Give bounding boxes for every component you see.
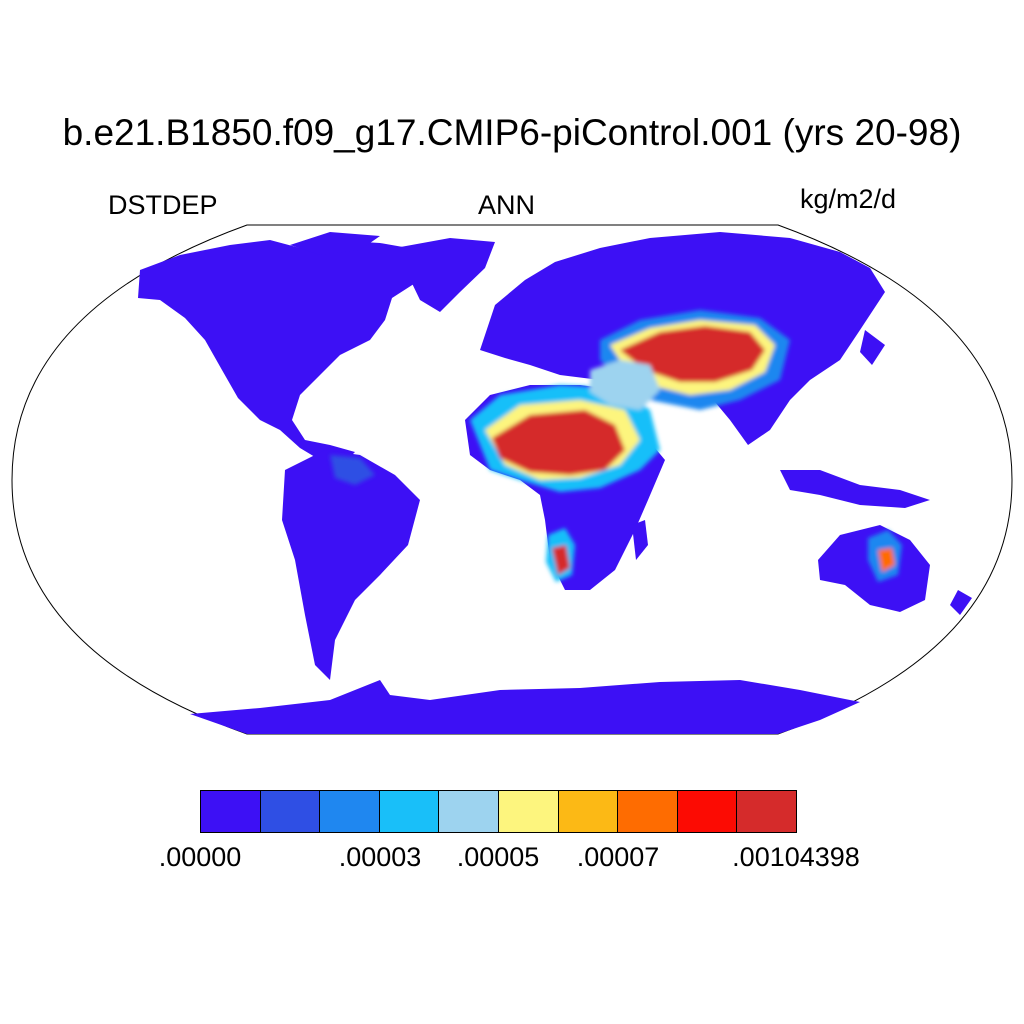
- colorbar-swatch-0: [201, 791, 261, 832]
- colorbar-swatch-3: [379, 791, 440, 832]
- colorbar-label-3: .00007: [576, 842, 660, 872]
- season-label: ANN: [478, 190, 536, 220]
- plot-title: b.e21.B1850.f09_g17.CMIP6-piControl.001 …: [62, 112, 962, 153]
- colorbar-swatch-5: [498, 791, 559, 832]
- colorbar-label-0: .00000: [158, 842, 242, 872]
- colorbar-swatch-7: [618, 791, 678, 832]
- colorbar-label-4: .00104398: [732, 842, 860, 872]
- variable-label: DSTDEP: [108, 190, 218, 220]
- colorbar-label-2: .00005: [456, 842, 540, 872]
- colorbar-swatch-8: [677, 791, 738, 832]
- colorbar: [200, 790, 797, 833]
- colorbar-swatch-6: [558, 791, 619, 832]
- north-america: [138, 240, 440, 462]
- units-label: kg/m2/d: [800, 184, 897, 214]
- japan: [860, 330, 885, 365]
- dust-shading: [330, 310, 902, 582]
- colorbar-swatch-9: [737, 791, 796, 832]
- greenland: [395, 238, 495, 312]
- colorbar-label-1: .00003: [338, 842, 422, 872]
- madagascar: [632, 520, 648, 560]
- colorbar-swatch-1: [260, 791, 321, 832]
- colorbar-swatch-4: [439, 791, 499, 832]
- arctic-islands: [290, 232, 380, 255]
- new-zealand: [950, 590, 972, 615]
- maritime-asia: [780, 470, 930, 508]
- south-america: [282, 450, 420, 680]
- antarctica: [190, 680, 860, 734]
- colorbar-swatch-2: [320, 791, 380, 832]
